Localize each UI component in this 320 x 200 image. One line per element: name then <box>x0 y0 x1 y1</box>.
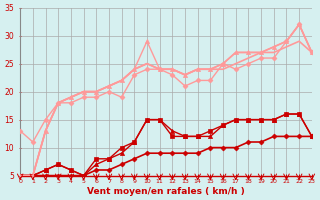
X-axis label: Vent moyen/en rafales ( km/h ): Vent moyen/en rafales ( km/h ) <box>87 187 245 196</box>
